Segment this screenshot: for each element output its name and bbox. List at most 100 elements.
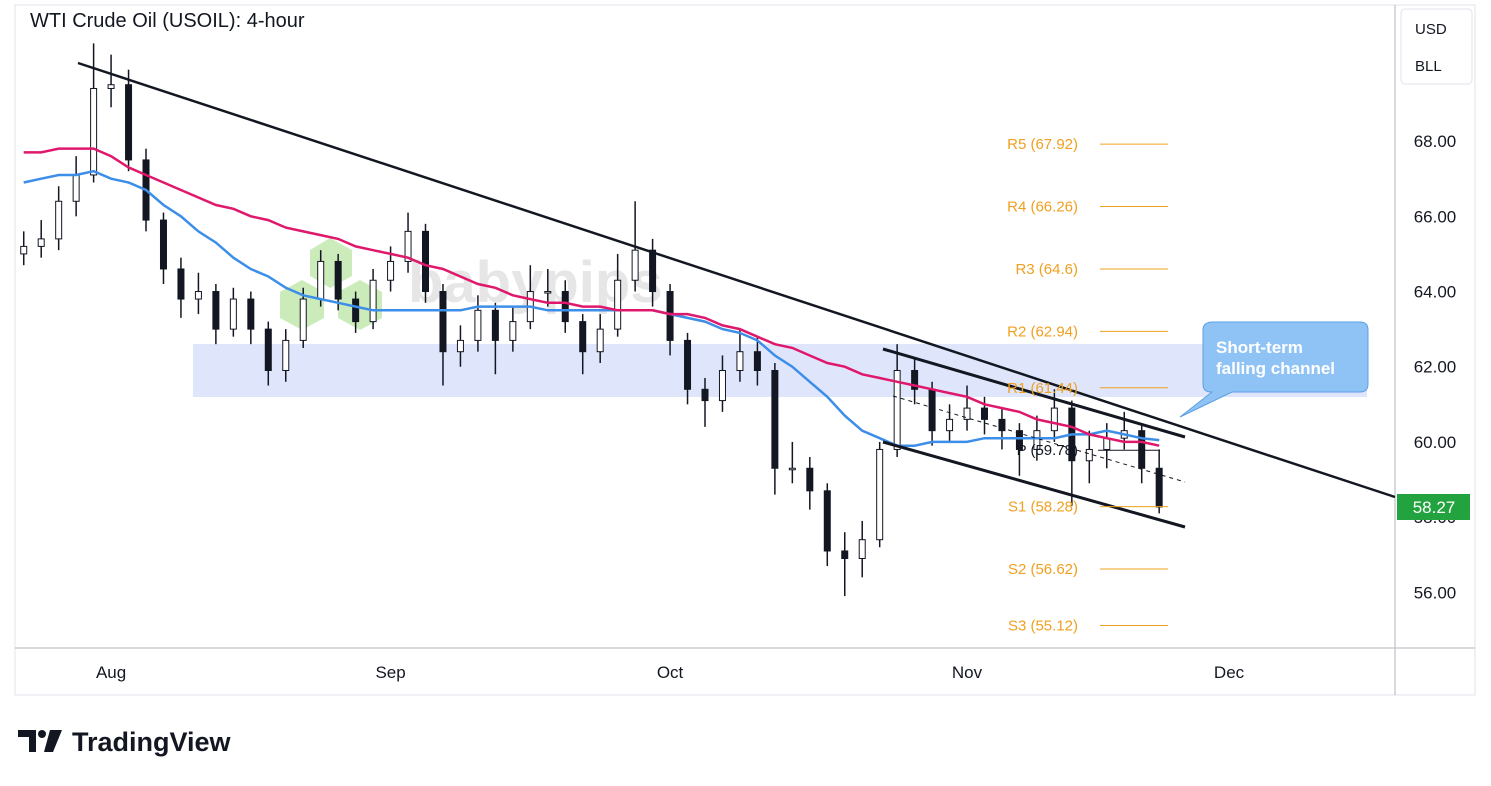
candle-body xyxy=(928,388,936,432)
callout-text: falling channel xyxy=(1216,359,1335,378)
x-tick-label: Nov xyxy=(952,663,983,682)
candle-body xyxy=(753,351,761,371)
candle-body xyxy=(474,309,482,341)
candle-body xyxy=(718,369,726,402)
y-tick-label: 56.00 xyxy=(1414,583,1457,602)
candle-body xyxy=(911,369,919,390)
marks xyxy=(20,43,1163,597)
candle-body xyxy=(456,339,464,353)
candle-body xyxy=(596,328,604,353)
candle-body xyxy=(788,467,796,471)
x-tick-label: Dec xyxy=(1214,663,1245,682)
candle-body xyxy=(125,84,133,161)
candle-body xyxy=(736,351,744,371)
candle-body xyxy=(299,298,307,341)
candle-body xyxy=(893,369,901,450)
callout-text: Short-term xyxy=(1216,338,1303,357)
candle-body xyxy=(579,321,587,353)
candle-body xyxy=(159,219,167,270)
unit-box xyxy=(1400,8,1473,85)
logo-mark xyxy=(38,730,46,738)
last-price-label: 58.27 xyxy=(1413,498,1456,517)
candle-body xyxy=(194,291,202,300)
pivot-label: S1 (58.28) xyxy=(1008,499,1078,516)
x-tick-label: Oct xyxy=(657,663,684,682)
candle-body xyxy=(946,418,954,432)
support-zone xyxy=(193,344,1367,397)
candle-body xyxy=(177,268,185,300)
moving-average xyxy=(23,147,1160,447)
x-tick-label: Sep xyxy=(375,663,405,682)
candle-body xyxy=(1033,430,1041,450)
candle-body xyxy=(439,291,447,353)
pivot-label: R2 (62.94) xyxy=(1007,323,1078,340)
candle-body xyxy=(282,339,290,371)
logo-mark xyxy=(18,730,36,752)
last-price-box xyxy=(1397,493,1470,520)
x-tick-label: Aug xyxy=(96,663,126,682)
candle-body xyxy=(334,260,342,300)
candle-body xyxy=(387,260,395,281)
candle-body xyxy=(841,550,849,560)
candle-body xyxy=(55,200,63,240)
callout: Short-term falling channel xyxy=(1179,321,1369,418)
candle-body xyxy=(1138,430,1146,469)
candle-body xyxy=(247,298,255,330)
candle-body xyxy=(37,238,45,247)
channel-upper xyxy=(882,347,1186,439)
candle-body xyxy=(107,84,115,89)
pivot-label: R4 (66.26) xyxy=(1007,199,1078,216)
candle-body xyxy=(771,369,779,469)
candle-body xyxy=(980,407,988,420)
y-tick-label: 62.00 xyxy=(1414,358,1457,377)
candle-body xyxy=(561,291,569,323)
trendline xyxy=(77,61,1396,499)
candle-body xyxy=(369,279,377,323)
currency: USD xyxy=(1415,21,1447,38)
candle-body xyxy=(544,291,552,294)
pivot-label: R3 (64.6) xyxy=(1015,261,1078,278)
candle-body xyxy=(649,249,657,293)
moving-average xyxy=(23,169,1160,447)
brand-name: TradingView xyxy=(72,727,232,757)
candle-body xyxy=(876,448,884,541)
candle-body xyxy=(422,230,430,293)
candle-body xyxy=(212,291,220,330)
pivot-label: R5 (67.92) xyxy=(1007,136,1078,153)
candle-body xyxy=(229,298,237,330)
candle-body xyxy=(614,279,622,330)
candle-body xyxy=(491,309,499,341)
y-tick-label: 66.00 xyxy=(1414,207,1457,226)
candle-body xyxy=(90,87,98,176)
channel-mid xyxy=(892,395,1186,483)
candle-body xyxy=(509,321,517,341)
unit: BLL xyxy=(1415,58,1442,75)
candle-body xyxy=(1015,430,1023,450)
candle-body xyxy=(806,467,814,492)
pivot-label: R1 (61.44) xyxy=(1007,380,1078,397)
y-tick-label: 60.00 xyxy=(1414,433,1457,452)
candle-body xyxy=(1050,407,1058,432)
y-tick-label: 68.00 xyxy=(1414,132,1457,151)
candle-body xyxy=(72,174,80,202)
pivot-label: P (59.78) xyxy=(1017,442,1078,459)
candle-body xyxy=(823,490,831,552)
candle-body xyxy=(701,388,709,402)
candle-body xyxy=(998,418,1006,432)
candle-body xyxy=(1085,448,1093,462)
candle-body xyxy=(684,339,692,390)
brand-logo: TradingView xyxy=(18,727,232,757)
pivot-label: S2 (56.62) xyxy=(1008,561,1078,578)
callout-box xyxy=(1179,321,1369,418)
candle-body xyxy=(963,407,971,420)
y-tick-label: 64.00 xyxy=(1414,283,1457,302)
pivot-label: S3 (55.12) xyxy=(1008,617,1078,634)
channel-lower xyxy=(882,440,1186,529)
candle-body xyxy=(666,291,674,341)
candle-body xyxy=(20,245,28,255)
candle-body xyxy=(404,230,412,262)
chart-title: WTI Crude Oil (USOIL): 4-hour xyxy=(30,10,305,32)
logo-mark xyxy=(44,730,62,752)
